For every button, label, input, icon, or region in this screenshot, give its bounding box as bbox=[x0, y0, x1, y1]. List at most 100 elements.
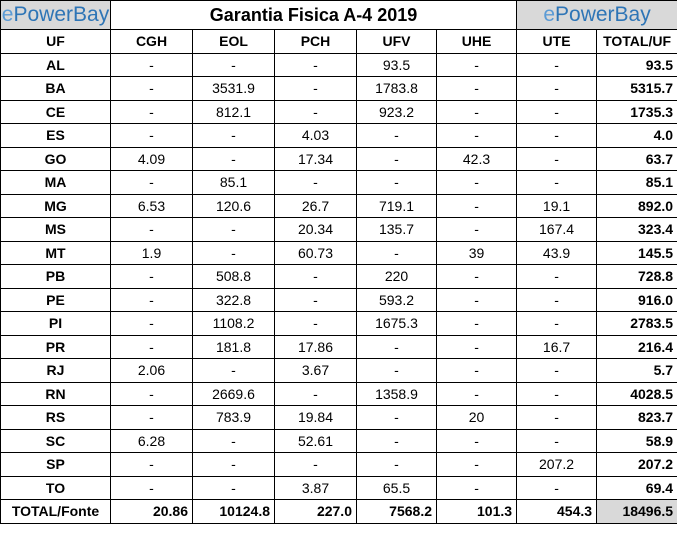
table-cell[interactable]: 892.0 bbox=[596, 193, 677, 218]
table-cell[interactable]: 135.7 bbox=[356, 217, 437, 242]
table-cell[interactable]: - bbox=[356, 428, 437, 453]
table-cell[interactable]: 2783.5 bbox=[596, 311, 677, 336]
table-cell[interactable]: - bbox=[110, 334, 193, 359]
table-cell[interactable]: GO bbox=[0, 146, 111, 171]
table-cell[interactable]: 1675.3 bbox=[356, 311, 437, 336]
table-cell[interactable]: - bbox=[356, 358, 437, 383]
table-cell[interactable]: - bbox=[356, 123, 437, 148]
header-cell[interactable]: UHE bbox=[435, 29, 518, 54]
table-cell[interactable]: RJ bbox=[0, 358, 111, 383]
table-cell[interactable]: - bbox=[516, 52, 598, 77]
table-cell[interactable]: AL bbox=[0, 52, 111, 77]
table-cell[interactable]: 3.67 bbox=[274, 358, 357, 383]
table-cell[interactable]: - bbox=[110, 381, 193, 406]
table-cell[interactable]: PR bbox=[0, 334, 111, 359]
header-cell[interactable]: EOL bbox=[192, 29, 275, 54]
table-cell[interactable]: 181.8 bbox=[192, 334, 275, 359]
table-cell[interactable]: - bbox=[110, 311, 193, 336]
table-cell[interactable]: 42.3 bbox=[435, 146, 518, 171]
table-cell[interactable]: 1108.2 bbox=[192, 311, 275, 336]
table-cell[interactable]: - bbox=[435, 381, 518, 406]
table-cell[interactable]: 3.87 bbox=[274, 475, 357, 500]
table-cell[interactable]: - bbox=[274, 52, 357, 77]
table-cell[interactable]: - bbox=[435, 452, 518, 477]
table-cell[interactable]: 60.73 bbox=[274, 240, 357, 265]
table-cell[interactable]: 145.5 bbox=[596, 240, 677, 265]
table-cell[interactable]: MT bbox=[0, 240, 111, 265]
table-cell[interactable]: - bbox=[192, 475, 275, 500]
table-cell[interactable]: 39 bbox=[435, 240, 518, 265]
table-cell[interactable]: - bbox=[435, 264, 518, 289]
table-cell[interactable]: 454.3 bbox=[516, 499, 598, 524]
table-cell[interactable]: - bbox=[110, 52, 193, 77]
table-cell[interactable]: 85.1 bbox=[596, 170, 677, 195]
table-cell[interactable]: 69.4 bbox=[596, 475, 677, 500]
table-cell[interactable]: - bbox=[435, 99, 518, 124]
header-cell[interactable]: UF bbox=[0, 29, 111, 54]
table-cell[interactable]: 17.86 bbox=[274, 334, 357, 359]
table-cell[interactable]: - bbox=[516, 146, 598, 171]
table-cell[interactable]: - bbox=[274, 287, 357, 312]
table-cell[interactable]: - bbox=[274, 264, 357, 289]
table-cell[interactable]: - bbox=[274, 381, 357, 406]
table-cell[interactable]: - bbox=[192, 428, 275, 453]
table-cell[interactable]: - bbox=[110, 287, 193, 312]
table-cell[interactable]: - bbox=[192, 358, 275, 383]
table-cell[interactable]: 4028.5 bbox=[596, 381, 677, 406]
table-cell[interactable]: - bbox=[274, 311, 357, 336]
table-cell[interactable]: - bbox=[516, 311, 598, 336]
table-cell[interactable]: - bbox=[435, 52, 518, 77]
table-cell[interactable]: 167.4 bbox=[516, 217, 598, 242]
table-cell[interactable]: - bbox=[356, 405, 437, 430]
header-cell[interactable]: TOTAL/UF bbox=[596, 29, 677, 54]
table-cell[interactable]: 216.4 bbox=[596, 334, 677, 359]
table-cell[interactable]: 1.9 bbox=[110, 240, 193, 265]
table-cell[interactable]: - bbox=[110, 217, 193, 242]
table-cell[interactable]: 10124.8 bbox=[192, 499, 275, 524]
table-cell[interactable]: 4.03 bbox=[274, 123, 357, 148]
table-cell[interactable]: 20.34 bbox=[274, 217, 357, 242]
table-cell[interactable]: - bbox=[110, 76, 193, 101]
table-cell[interactable]: - bbox=[192, 146, 275, 171]
table-cell[interactable]: 20.86 bbox=[110, 499, 193, 524]
table-cell[interactable]: - bbox=[110, 475, 193, 500]
table-cell[interactable]: - bbox=[435, 217, 518, 242]
table-cell[interactable]: 207.2 bbox=[516, 452, 598, 477]
table-cell[interactable]: - bbox=[516, 264, 598, 289]
table-cell[interactable]: PE bbox=[0, 287, 111, 312]
table-cell[interactable]: - bbox=[435, 358, 518, 383]
table-cell[interactable]: - bbox=[516, 405, 598, 430]
table-cell[interactable]: - bbox=[435, 475, 518, 500]
table-cell[interactable]: - bbox=[110, 123, 193, 148]
header-cell[interactable]: CGH bbox=[110, 29, 193, 54]
table-cell[interactable]: 508.8 bbox=[192, 264, 275, 289]
table-cell[interactable]: - bbox=[192, 217, 275, 242]
table-cell[interactable]: 101.3 bbox=[435, 499, 518, 524]
table-cell[interactable]: 58.9 bbox=[596, 428, 677, 453]
table-cell[interactable]: - bbox=[192, 240, 275, 265]
table-cell[interactable]: - bbox=[435, 428, 518, 453]
table-cell[interactable]: - bbox=[356, 146, 437, 171]
table-cell[interactable]: - bbox=[110, 99, 193, 124]
table-cell[interactable]: 322.8 bbox=[192, 287, 275, 312]
table-cell[interactable]: - bbox=[274, 452, 357, 477]
table-cell[interactable]: 4.0 bbox=[596, 123, 677, 148]
table-cell[interactable]: BA bbox=[0, 76, 111, 101]
table-cell[interactable]: - bbox=[435, 287, 518, 312]
table-cell[interactable]: 26.7 bbox=[274, 193, 357, 218]
table-cell[interactable]: ES bbox=[0, 123, 111, 148]
table-cell[interactable]: SP bbox=[0, 452, 111, 477]
table-cell[interactable]: - bbox=[435, 311, 518, 336]
table-cell[interactable]: 6.53 bbox=[110, 193, 193, 218]
table-cell[interactable]: 1358.9 bbox=[356, 381, 437, 406]
table-cell[interactable]: RN bbox=[0, 381, 111, 406]
table-cell[interactable]: 5.7 bbox=[596, 358, 677, 383]
table-cell[interactable]: 20 bbox=[435, 405, 518, 430]
table-cell[interactable]: - bbox=[274, 170, 357, 195]
table-cell[interactable]: - bbox=[110, 405, 193, 430]
table-cell[interactable]: - bbox=[516, 381, 598, 406]
table-cell[interactable]: 728.8 bbox=[596, 264, 677, 289]
table-cell[interactable]: 1783.8 bbox=[356, 76, 437, 101]
table-cell[interactable]: 719.1 bbox=[356, 193, 437, 218]
table-cell[interactable]: 43.9 bbox=[516, 240, 598, 265]
